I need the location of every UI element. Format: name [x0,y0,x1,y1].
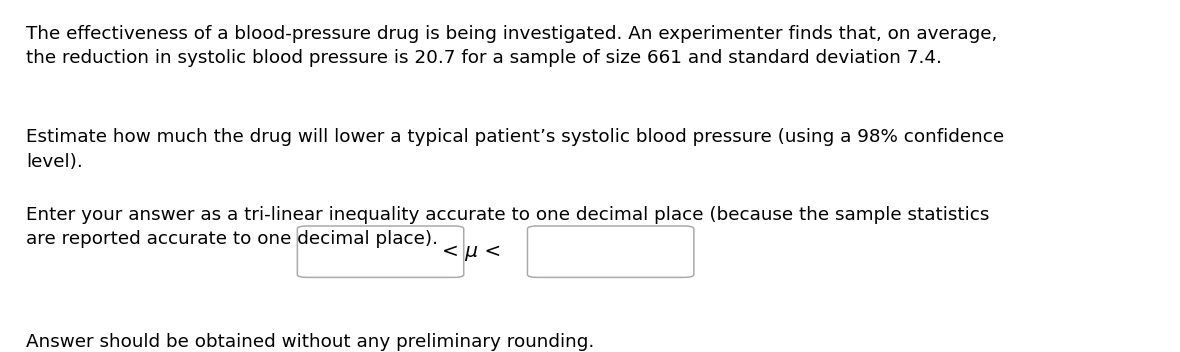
Text: Estimate how much the drug will lower a typical patient’s systolic blood pressur: Estimate how much the drug will lower a … [26,128,1004,171]
Text: Answer should be obtained without any preliminary rounding.: Answer should be obtained without any pr… [26,333,595,351]
Text: < μ <: < μ < [442,242,502,261]
Text: The effectiveness of a blood-pressure drug is being investigated. An experimente: The effectiveness of a blood-pressure dr… [26,25,997,67]
Text: Enter your answer as a tri-linear inequality accurate to one decimal place (beca: Enter your answer as a tri-linear inequa… [26,206,989,248]
